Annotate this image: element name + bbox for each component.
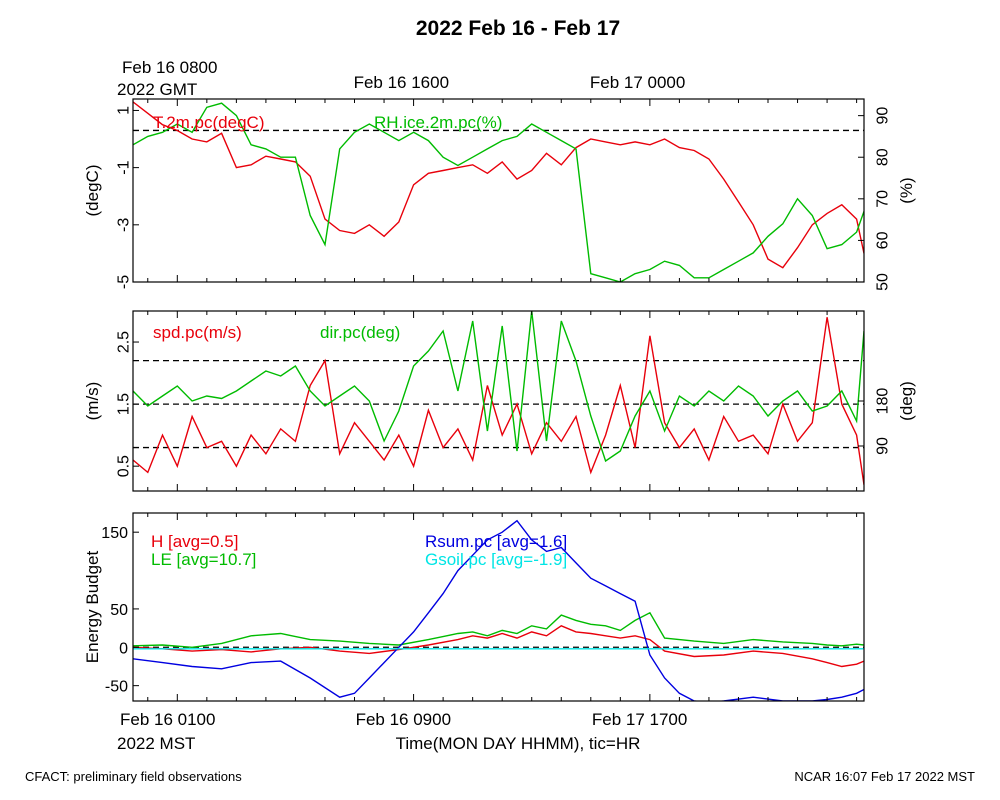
panel-frame xyxy=(132,310,865,492)
legend-label-h: H [avg=0.5] xyxy=(151,532,238,551)
y-tick-label: -5 xyxy=(116,275,133,289)
y2-tick-label: 50 xyxy=(875,273,892,291)
y2-tick-label: 180 xyxy=(875,388,892,415)
legend-label-rh: RH.ice.2m.pc(%) xyxy=(374,113,502,132)
series-line-rh-ice-2m-pc- xyxy=(133,102,864,282)
bottom-axis-ticks: Feb 16 0100 Feb 16 0900 Feb 17 1700 xyxy=(120,710,687,729)
panel-temp_rh: -5 -3 -1 1 50 60 70 80 90 (degC) (%) T.2m.pc(degC) R… xyxy=(83,98,916,291)
footer-left-note: CFACT: preliminary field observations xyxy=(25,769,242,784)
bottom-tick-label: Feb 16 0100 xyxy=(120,710,215,729)
y-axis-title: (degC) xyxy=(83,165,102,217)
y-tick-label: -50 xyxy=(105,679,128,696)
panel-frame xyxy=(132,512,865,702)
top-tick-label: Feb 16 1600 xyxy=(354,73,449,92)
legend-label-speed: spd.pc(m/s) xyxy=(153,323,242,342)
series-line-rsum-pc xyxy=(133,519,864,701)
y-tick-label: 1.5 xyxy=(116,393,133,415)
legend-label-le: LE [avg=10.7] xyxy=(151,550,256,569)
legend-label-gsoil-pc: Gsoil.pc [avg=-1.9] xyxy=(425,550,567,569)
panel-frame xyxy=(132,98,865,283)
chart-title: 2022 Feb 16 - Feb 17 xyxy=(416,17,620,40)
legend-label-temp: T.2m.pc(degC) xyxy=(153,113,264,132)
x-axis-title: Time(MON DAY HHMM), tic=HR xyxy=(396,734,641,753)
top-axis-label: 2022 GMT xyxy=(117,80,197,99)
y2-tick-label: 70 xyxy=(875,190,892,208)
y-tick-label: -1 xyxy=(116,160,133,174)
y-tick-label: 50 xyxy=(110,602,128,619)
y-axis-title: (m/s) xyxy=(83,382,102,421)
y-tick-label: 2.5 xyxy=(116,331,133,353)
top-axis-ticks: Feb 16 0800 Feb 16 1600 Feb 17 0000 xyxy=(122,58,685,92)
legend-label-direction: dir.pc(deg) xyxy=(320,323,400,342)
legend-label-rsum-pc: Rsum.pc [avg=1.6] xyxy=(425,532,567,551)
y-tick-label: 1 xyxy=(116,106,133,115)
bottom-tick-label: Feb 16 0900 xyxy=(356,710,451,729)
y2-tick-label: 80 xyxy=(875,148,892,166)
y2-tick-label: 60 xyxy=(875,231,892,249)
panel-energy: -50 0 50 150 Energy Budget H [avg=0.5]LE [avg… xyxy=(83,512,865,702)
series-line-le xyxy=(133,611,864,649)
y2-axis-title: (%) xyxy=(897,177,916,203)
y-tick-label: -3 xyxy=(116,218,133,232)
y-tick-label: 0.5 xyxy=(116,455,133,477)
bottom-tick-label: Feb 17 1700 xyxy=(592,710,687,729)
y-axis-title: Energy Budget xyxy=(83,550,102,663)
y2-tick-label: 90 xyxy=(875,437,892,455)
series-line-h xyxy=(133,625,864,668)
bottom-axis-label: 2022 MST xyxy=(117,734,195,753)
panel-wind: 0.5 1.5 2.5 90 180 (m/s) (deg) spd.pc(m/s) dir.p… xyxy=(83,310,916,492)
y2-axis-title: (deg) xyxy=(897,381,916,421)
series-line-dir-pc-deg- xyxy=(133,311,864,463)
series-line-spd-pc-m-s- xyxy=(133,317,864,485)
y-tick-label: 0 xyxy=(119,640,128,657)
series-line-t-2m-pc-degc- xyxy=(133,101,864,269)
y2-tick-label: 90 xyxy=(875,107,892,125)
y-tick-label: 150 xyxy=(101,525,128,542)
footer-right-note: NCAR 16:07 Feb 17 2022 MST xyxy=(794,769,975,784)
top-tick-label: Feb 16 0800 xyxy=(122,58,217,77)
top-tick-label: Feb 17 0000 xyxy=(590,73,685,92)
